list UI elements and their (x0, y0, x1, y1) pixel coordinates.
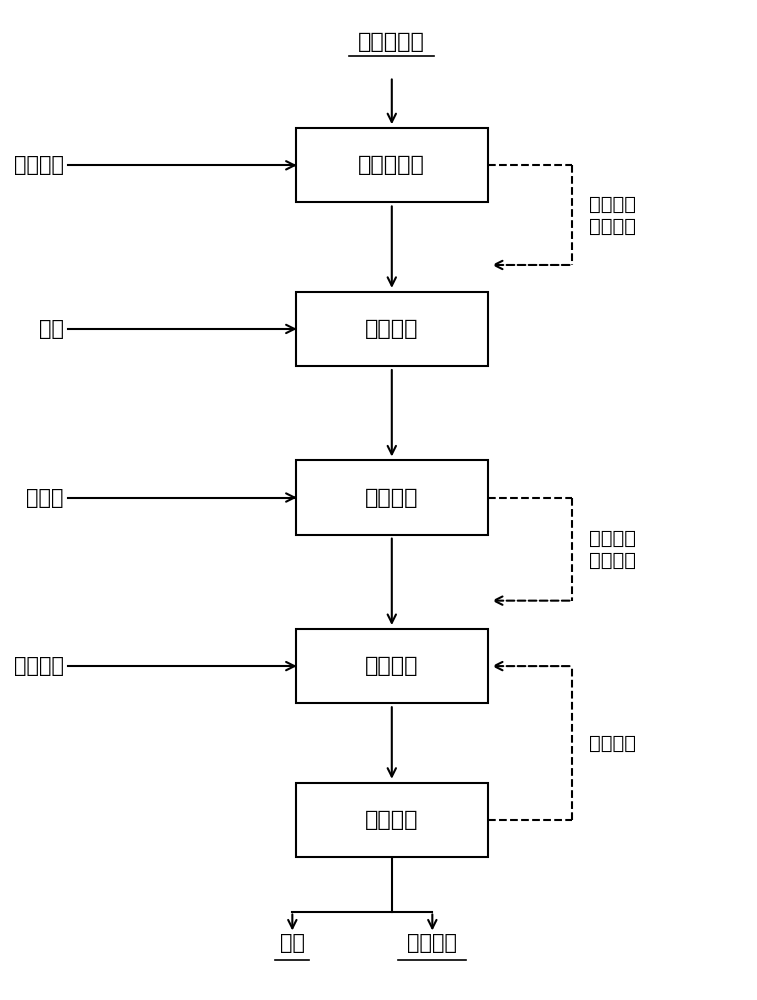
Text: 浮选药剂: 浮选药剂 (14, 656, 64, 676)
Text: 多次浮选: 多次浮选 (588, 733, 636, 752)
Text: 浮选处理: 浮选处理 (365, 656, 419, 676)
Bar (296, 128, 488, 202)
Text: 浆料预处理: 浆料预处理 (358, 155, 425, 175)
Text: 酸洗处理: 酸洗处理 (365, 488, 419, 508)
Text: 有机溶剂
循环利用: 有机溶剂 循环利用 (588, 195, 636, 236)
Text: 废酸溶液
循环利用: 废酸溶液 循环利用 (588, 529, 636, 570)
Text: 酸溶液: 酸溶液 (26, 488, 64, 508)
Bar (296, 629, 488, 703)
Text: 碳化硅粉: 碳化硅粉 (407, 933, 457, 953)
Text: 过滤处理: 过滤处理 (365, 810, 419, 830)
Text: 有机溶剂: 有机溶剂 (14, 155, 64, 175)
Bar (296, 783, 488, 857)
Bar (296, 292, 488, 366)
Text: 高温处理: 高温处理 (365, 319, 419, 339)
Text: 废硅粉原料: 废硅粉原料 (358, 32, 425, 52)
Text: 硅粉: 硅粉 (280, 933, 305, 953)
Bar (296, 460, 488, 535)
Text: 气氨: 气氨 (39, 319, 64, 339)
